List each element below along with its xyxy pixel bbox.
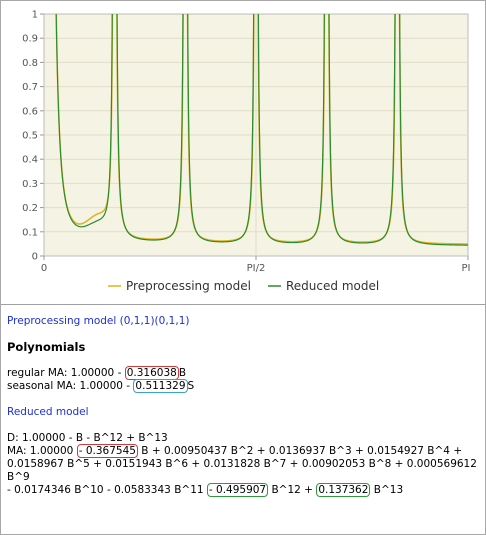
d-polynomial: D: 1.00000 - B - B^12 + B^13 [7, 432, 168, 444]
x-tick-label: 0 [41, 263, 47, 274]
ma-coef-12: - 0.495907 [206, 483, 269, 497]
y-tick-label: 0.3 [22, 179, 38, 190]
chart-svg: 0 0.1 0.2 0.3 0.4 0.5 0.6 0.7 0.8 0.9 1 0 PI/2 PI Pr… [22, 10, 471, 294]
model-description: Preprocessing model (0,1,1)(0,1,1) Polyn… [7, 315, 481, 497]
x-tick-label: PI [462, 263, 471, 274]
ma-coef-13: 0.137362 [316, 483, 371, 497]
ma-line-1: MA: 1.00000 - 0.367545 B + 0.00950437 B^… [7, 444, 481, 458]
regular-ma-coef: 0.316038 [124, 366, 179, 380]
ma-line3-mid: B^12 + [268, 484, 317, 496]
spectrum-chart: 0 0.1 0.2 0.3 0.4 0.5 0.6 0.7 0.8 0.9 1 0 PI/2 PI Pr… [1, 1, 485, 304]
y-tick-label: 0.6 [22, 106, 38, 117]
ma-line-3: - 0.0174346 B^10 - 0.0583343 B^11 - 0.49… [7, 483, 481, 497]
y-tick-label: 0.7 [22, 82, 38, 93]
seasonal-ma-suffix: S [187, 380, 195, 392]
y-tick-label: 0.1 [22, 227, 38, 238]
legend-label: Preprocessing model [126, 279, 251, 293]
seasonal-ma-line: seasonal MA: 1.00000 - 0.511329 S [7, 379, 481, 393]
regular-ma-suffix: B [178, 367, 187, 379]
y-tick-label: 0.9 [22, 34, 38, 45]
ma-coef-1: - 0.367545 [76, 444, 138, 458]
ma-line3-end: B^13 [370, 484, 404, 496]
reduced-title: Reduced model [7, 406, 89, 418]
seasonal-ma-prefix: seasonal MA: 1.00000 - [7, 380, 134, 392]
y-tick-label: 0.2 [22, 203, 38, 214]
y-tick-label: 1 [32, 10, 38, 21]
y-tick-label: 0.4 [22, 155, 38, 166]
regular-ma-line: regular MA: 1.00000 - 0.316038 B [7, 366, 481, 380]
ma-prefix: MA: 1.00000 [7, 445, 77, 457]
y-tick-label: 0 [32, 252, 38, 263]
legend-label: Reduced model [286, 279, 379, 293]
preprocessing-title: Preprocessing model (0,1,1)(0,1,1) [7, 315, 190, 327]
panel-divider [1, 304, 485, 305]
seasonal-ma-coef: 0.511329 [133, 379, 188, 393]
y-tick-label: 0.8 [22, 58, 38, 69]
ma-line-2: 0.0158967 B^5 + 0.0151943 B^6 + 0.013182… [7, 458, 477, 483]
polynomials-heading: Polynomials [7, 340, 86, 354]
ma-line1-rest: B + 0.00950437 B^2 + 0.0136937 B^3 + 0.0… [137, 445, 463, 457]
ma-line3-start: - 0.0174346 B^10 - 0.0583343 B^11 [7, 484, 207, 496]
x-tick-label: PI/2 [247, 263, 266, 274]
regular-ma-prefix: regular MA: 1.00000 - [7, 367, 125, 379]
y-tick-label: 0.5 [22, 131, 38, 142]
